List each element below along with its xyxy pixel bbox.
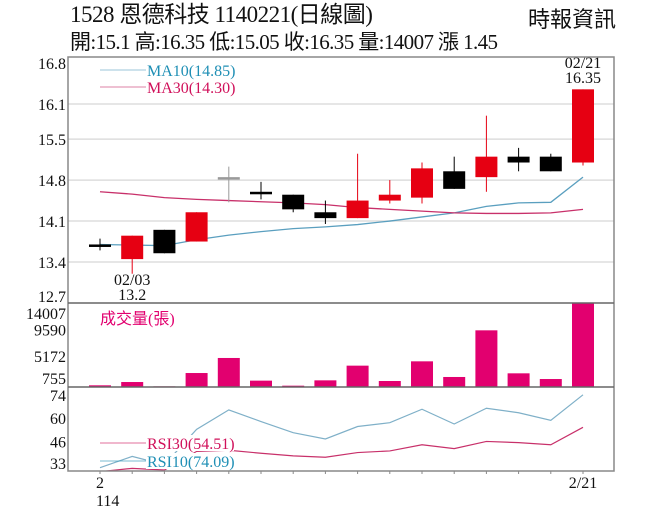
candle-body: [217, 177, 240, 180]
candle-body: [121, 235, 144, 260]
ma30-line: [99, 191, 584, 215]
volume-tick-label: 14007: [26, 306, 66, 323]
rsi-tick-label: 33: [50, 456, 66, 473]
rsi10-legend: RSI10(74.09): [147, 454, 235, 471]
price-tick-label: 13.4: [38, 255, 66, 272]
legend-bg: [146, 435, 234, 451]
candle-body: [282, 194, 305, 210]
volume-bar: [507, 373, 530, 387]
candle-body: [572, 89, 594, 163]
candle-body: [250, 191, 272, 195]
volume-bar: [89, 385, 111, 387]
volume-bar: [314, 380, 337, 387]
ma10-line: [99, 176, 584, 247]
annotation-date: 02/21: [565, 55, 601, 72]
rsi-tick-label: 74: [50, 388, 66, 405]
candle-body: [346, 200, 369, 219]
candle-body: [507, 156, 530, 163]
rsi-tick-label: 46: [50, 434, 66, 451]
annotation-price: 16.35: [565, 70, 601, 87]
candle-body: [378, 194, 401, 201]
volume-bar: [539, 379, 562, 387]
ma30-legend: MA30(14.30): [147, 80, 235, 97]
price-tick-label: 15.5: [38, 132, 66, 149]
ohlc-summary: 開:15.1 高:16.35 低:15.05 收:16.35 量:14007 漲…: [70, 30, 498, 54]
price-tick-label: 16.1: [38, 97, 66, 114]
candle-body: [185, 212, 208, 242]
volume-bar: [443, 376, 466, 387]
volume-tick-label: 5172: [34, 349, 66, 366]
annotation-price: 13.2: [118, 287, 146, 304]
rsi30-legend: RSI30(54.51): [147, 436, 235, 453]
volume-label: 成交量(張): [100, 310, 175, 328]
volume-bar: [250, 380, 272, 387]
volume-bar: [121, 382, 144, 387]
legend-bg: [146, 453, 234, 469]
rsi-tick-label: 60: [50, 411, 66, 428]
x-tick-label: 2/21: [569, 475, 597, 492]
ma10-legend: MA10(14.85): [147, 63, 235, 80]
volume-bar: [475, 330, 498, 387]
price-tick-label: 14.1: [38, 214, 66, 231]
volume-tick-label: 755: [42, 371, 66, 388]
candle-body: [475, 156, 498, 178]
volume-bar: [572, 303, 594, 387]
candle-body: [411, 168, 433, 198]
x-year-label: 114: [96, 493, 119, 510]
volume-bar: [346, 365, 369, 387]
candle-body: [89, 244, 111, 247]
price-tick-label: 16.8: [38, 56, 66, 73]
price-tick-label: 12.7: [38, 289, 66, 306]
candle-body: [314, 212, 337, 219]
candle-body: [153, 229, 176, 254]
volume-tick-label: 9590: [34, 322, 66, 339]
candle-body: [443, 171, 466, 189]
volume-bar: [185, 373, 208, 387]
x-tick-label: 2: [96, 475, 104, 492]
candle-body: [539, 156, 562, 172]
volume-bar: [411, 361, 433, 387]
volume-bar: [378, 381, 401, 387]
chart-title: 1528 恩德科技 1140221(日線圖): [70, 2, 373, 27]
chart-frame: [67, 56, 615, 472]
brand-label: 時報資訊: [528, 7, 617, 32]
volume-bar: [217, 357, 240, 387]
price-tick-label: 14.8: [38, 173, 66, 190]
annotation-date: 02/03: [114, 272, 150, 289]
